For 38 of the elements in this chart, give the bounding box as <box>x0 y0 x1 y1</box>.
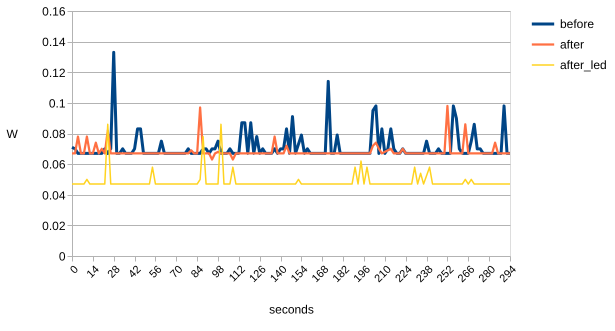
x-tick-label: 0 <box>68 264 81 276</box>
x-tick-label: 280 <box>476 264 498 285</box>
legend-label: before <box>560 17 594 31</box>
x-axis-title: seconds <box>269 302 314 316</box>
y-tick-label: 0.14 <box>42 35 66 50</box>
x-tick-label: 168 <box>310 264 332 285</box>
x-tick-label: 224 <box>393 264 415 285</box>
x-tick-label: 126 <box>247 264 269 285</box>
x-tick-label: 196 <box>352 264 373 285</box>
x-tick-label: 28 <box>106 264 123 281</box>
legend-label: after <box>560 38 584 52</box>
x-tick-label: 210 <box>372 264 394 285</box>
x-tick-label: 252 <box>434 264 456 285</box>
x-tick-label: 182 <box>330 264 352 285</box>
x-tick-label: 98 <box>210 264 227 281</box>
x-tick-label: 14 <box>84 264 102 281</box>
x-tick-label: 70 <box>168 264 186 281</box>
x-tick-label: 56 <box>147 264 164 281</box>
x-tick-label: 154 <box>288 264 310 285</box>
x-tick-label: 112 <box>226 264 248 284</box>
x-tick-label: 266 <box>456 264 478 285</box>
y-tick-label: 0.16 <box>42 4 66 18</box>
y-tick-label: 0.08 <box>42 127 66 141</box>
line-series <box>71 124 511 185</box>
y-tick-label: 0.1 <box>48 96 66 110</box>
y-tick-label: 0.02 <box>42 218 66 233</box>
y-tick-label: 0.12 <box>42 66 66 80</box>
x-tick-label: 42 <box>126 264 144 281</box>
y-tick-label: 0 <box>58 250 66 264</box>
y-tick-label: 0.04 <box>42 188 66 202</box>
x-tick-label: 140 <box>268 264 290 285</box>
legend-label: after_led <box>560 58 607 72</box>
x-tick-label: 238 <box>414 264 436 285</box>
y-axis-title: W <box>6 127 18 141</box>
x-tick-label: 294 <box>498 264 519 285</box>
y-tick-label: 0.06 <box>42 158 66 172</box>
line-series <box>70 104 512 161</box>
x-tick-label: 84 <box>188 264 206 281</box>
